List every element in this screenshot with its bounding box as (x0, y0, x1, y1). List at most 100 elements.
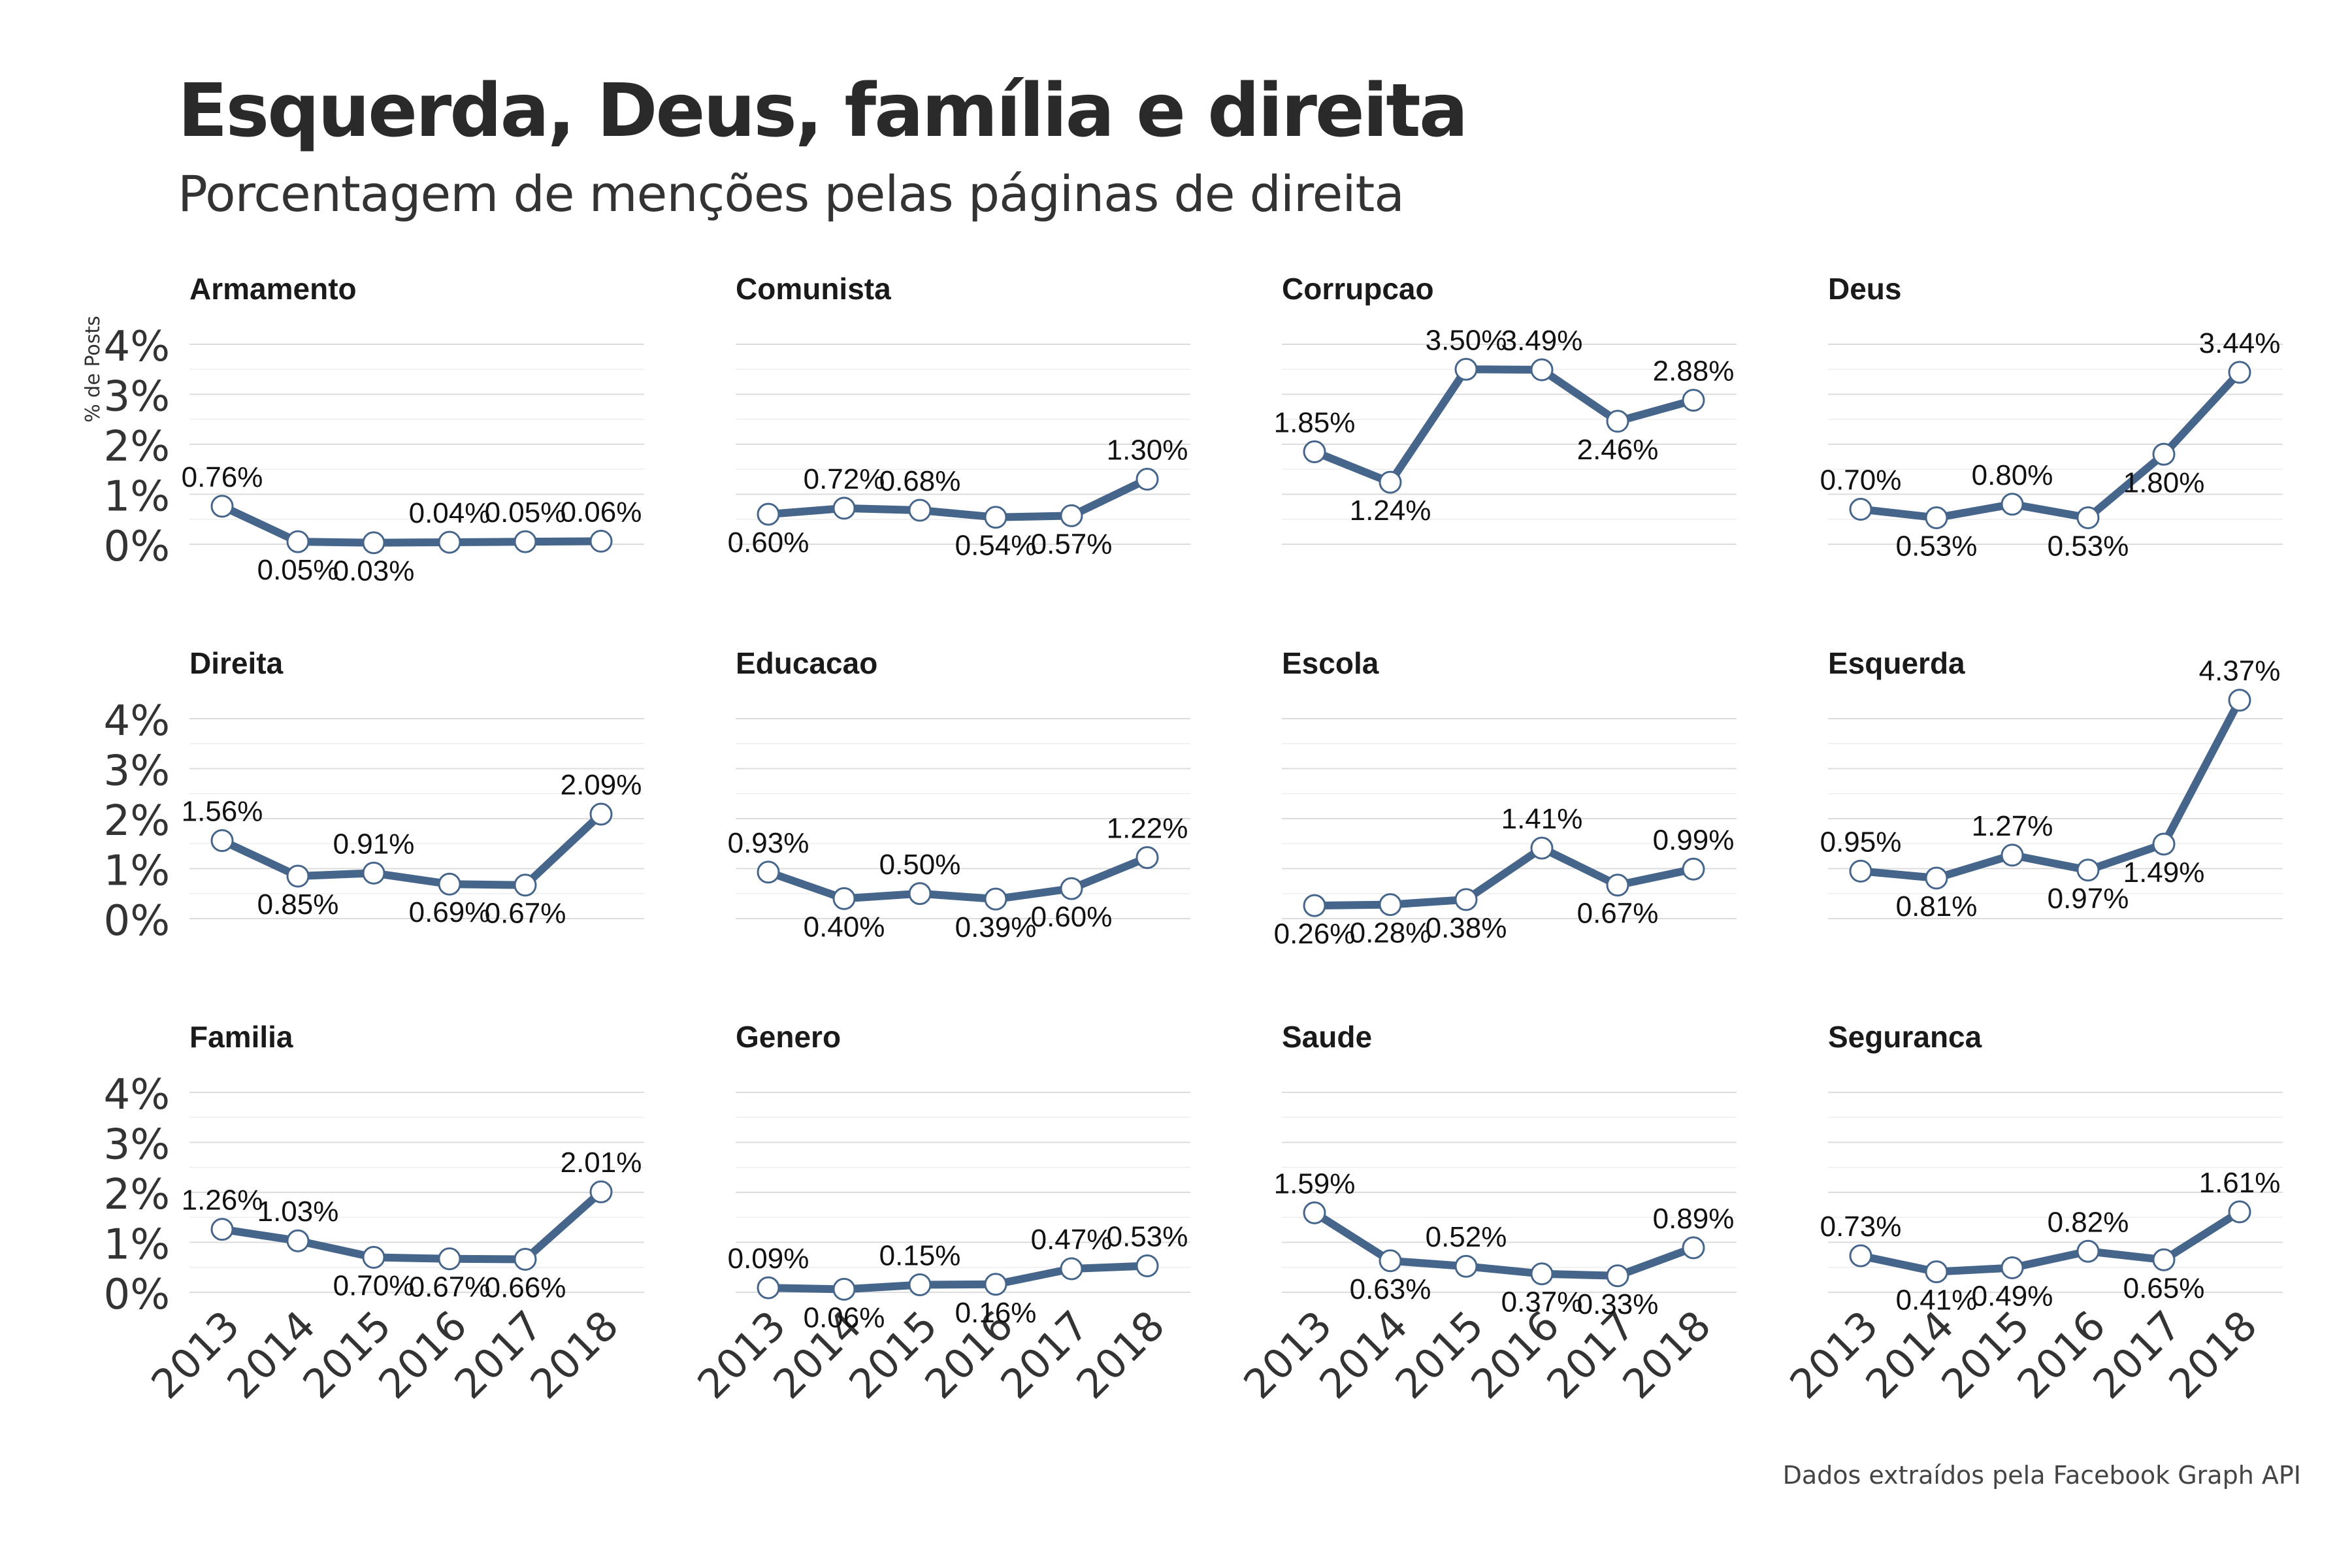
data-point (514, 874, 537, 897)
data-label: 0.67% (409, 1271, 491, 1303)
data-point (1606, 1264, 1629, 1288)
y-tick-label: 4% (103, 697, 170, 745)
data-label: 0.70% (1820, 464, 1902, 496)
data-point (1379, 470, 1402, 494)
data-point (1925, 506, 1948, 529)
series-line (1857, 368, 2244, 522)
data-point (1530, 836, 1554, 860)
data-point (286, 864, 310, 888)
data-label: 3.44% (2199, 327, 2281, 359)
data-point (2152, 832, 2176, 856)
data-label: 0.66% (485, 1272, 566, 1304)
data-label: 3.50% (1426, 324, 1507, 356)
data-label: 2.46% (1577, 434, 1659, 466)
panel-genero: Genero2013201420152016201720180.09%0.06%… (688, 1020, 1190, 1408)
data-label: 2.88% (1653, 355, 1735, 387)
data-point (1682, 389, 1705, 412)
data-point (2076, 858, 2100, 882)
data-label: 0.70% (333, 1269, 415, 1301)
x-tick-label: 2013 (1780, 1301, 1887, 1408)
panel-title: Comunista (736, 272, 891, 306)
data-point (1606, 410, 1629, 433)
data-label: 0.67% (485, 898, 566, 930)
panel-title: Corrupcao (1282, 272, 1434, 306)
data-point (757, 1276, 780, 1299)
panel-title: Genero (736, 1020, 841, 1054)
panel-educacao: Educacao 0.93% 0.40% 0.50% 0.39%0.60% 1.22% (728, 646, 1190, 943)
panel-title: Escola (1282, 646, 1379, 680)
panel-familia: Familia0%1%2%3%4%20132014201520162017201… (103, 1020, 644, 1408)
data-point (438, 1247, 461, 1271)
data-point (757, 860, 780, 884)
data-label: 0.47% (1031, 1224, 1113, 1256)
y-tick-label: 2% (103, 1171, 170, 1219)
y-tick-label: 3% (103, 373, 170, 421)
panel-esquerda: Esquerda 0.95% 0.81% 1.27% 0.97%1.49% 4.37% (1820, 646, 2283, 923)
data-point (1060, 1257, 1083, 1281)
data-label: 1.30% (1107, 434, 1188, 466)
y-tick-label: 1% (103, 1221, 170, 1269)
data-label: 0.69% (409, 896, 491, 928)
y-tick-label: 2% (103, 423, 170, 471)
x-tick-label: 2018 (1067, 1301, 1173, 1408)
series-line (1857, 1207, 2244, 1276)
x-tick-label: 2016 (369, 1301, 476, 1408)
data-label: 0.15% (879, 1240, 961, 1272)
data-label: 4.37% (2199, 655, 2281, 687)
data-label: 0.26% (1274, 918, 1356, 950)
data-label: 0.40% (804, 911, 885, 943)
panel-escola: Escola 0.26%0.28%0.38% 1.41% 0.67% 0.99% (1274, 646, 1737, 950)
series-line (1311, 844, 1697, 910)
data-point (908, 498, 932, 522)
data-label: 0.04% (409, 497, 491, 529)
panel-title: Esquerda (1828, 646, 1965, 680)
data-point (1925, 866, 1948, 890)
data-label: 0.97% (2048, 883, 2129, 915)
data-point (1060, 504, 1083, 527)
data-point (2001, 843, 2024, 867)
data-point (1379, 893, 1402, 917)
data-point (2001, 1256, 2024, 1280)
data-label: 0.89% (1653, 1203, 1735, 1235)
data-point (984, 506, 1007, 529)
y-tick-label: 0% (103, 523, 170, 571)
data-label: 1.22% (1107, 813, 1188, 845)
data-label: 1.80% (2123, 466, 2205, 498)
data-point (1454, 357, 1478, 381)
data-label: 0.91% (333, 828, 415, 860)
data-point (832, 887, 856, 910)
data-point (514, 1248, 537, 1271)
y-tick-label: 3% (103, 747, 170, 796)
data-label: 0.85% (257, 889, 339, 921)
data-label: 1.61% (2199, 1167, 2281, 1199)
data-label: 3.49% (1501, 325, 1583, 357)
panel-title: Direita (189, 646, 284, 680)
data-point (210, 829, 234, 853)
data-label: 0.73% (1820, 1211, 1902, 1243)
data-point (1135, 468, 1159, 491)
data-label: 1.85% (1274, 406, 1356, 438)
data-point (1454, 1254, 1478, 1278)
data-label: 1.27% (1972, 810, 2053, 842)
data-label: 0.33% (1577, 1288, 1659, 1320)
data-point (1379, 1249, 1402, 1273)
y-tick-label: 3% (103, 1121, 170, 1169)
data-label: 0.49% (1972, 1281, 2053, 1313)
data-point (362, 861, 385, 885)
data-point (1303, 440, 1326, 463)
data-label: 0.06% (804, 1301, 885, 1333)
data-label: 0.76% (182, 461, 263, 493)
x-tick-label: 2014 (1856, 1301, 1963, 1408)
y-tick-label: 4% (103, 1071, 170, 1119)
data-label: 0.03% (333, 555, 415, 587)
data-point (210, 495, 234, 518)
data-point (2152, 442, 2176, 466)
chart-title: Esquerda, Deus, família e direita (178, 69, 1468, 154)
data-label: 0.39% (955, 911, 1037, 943)
data-label: 0.63% (1350, 1273, 1431, 1305)
data-point (908, 1273, 932, 1297)
data-label: 1.03% (257, 1196, 339, 1228)
panel-saude: Saude2013201420152016201720181.59%0.63%0… (1234, 1020, 1737, 1408)
y-tick-label: 4% (103, 323, 170, 371)
series-line (218, 1188, 605, 1264)
